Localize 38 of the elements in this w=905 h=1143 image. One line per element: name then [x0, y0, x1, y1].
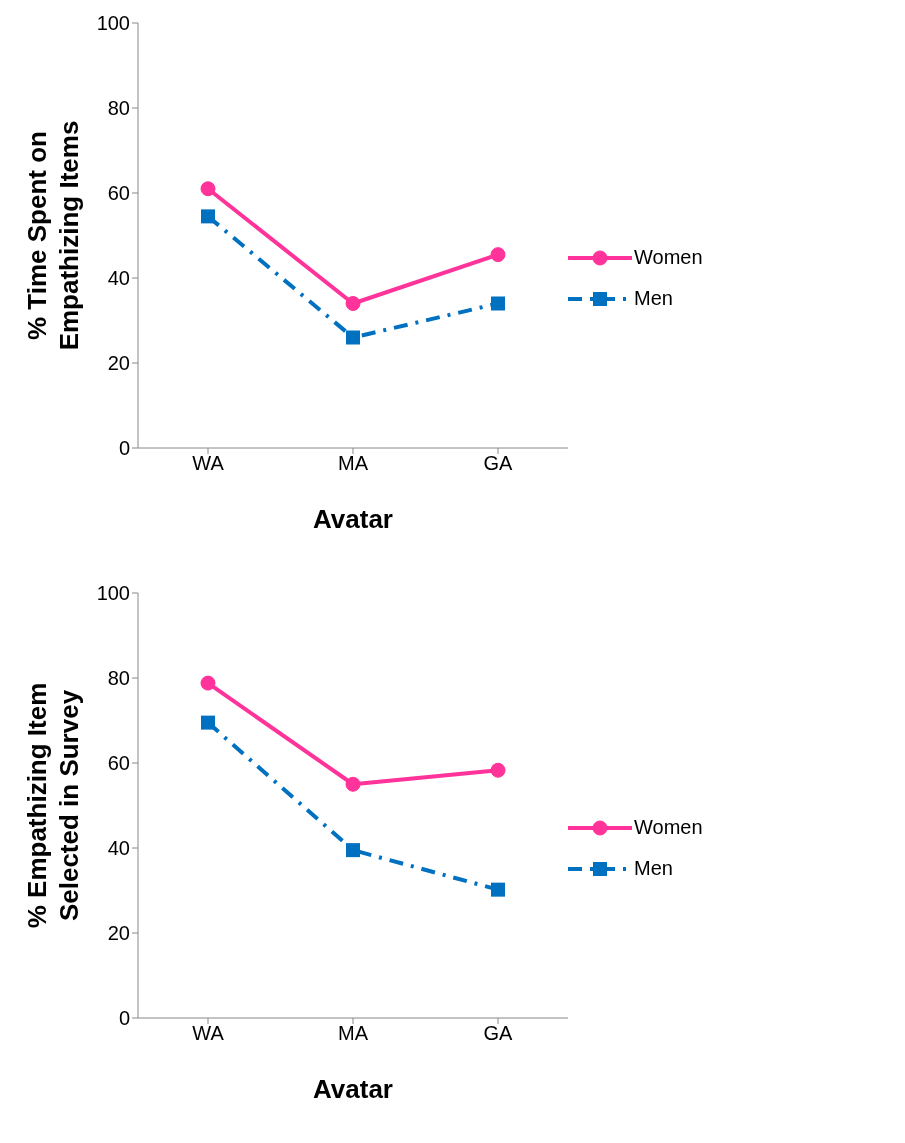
y-tick-label: 80 — [107, 667, 130, 690]
x-axis-title: Avatar — [313, 1074, 393, 1104]
point — [200, 181, 216, 197]
y-tick-label: 0 — [118, 437, 130, 460]
y-tick-label: 40 — [107, 837, 130, 860]
legend-label: Men — [634, 287, 673, 310]
y-tick-label: 20 — [107, 352, 130, 375]
x-tick-label: WA — [192, 452, 225, 475]
x-tick-label: MA — [338, 1022, 369, 1045]
point — [345, 776, 361, 792]
y-tick-label: 80 — [107, 97, 130, 120]
point — [346, 330, 360, 345]
point — [491, 296, 505, 311]
y-tick-label: 40 — [107, 267, 130, 290]
x-tick-label: GA — [483, 452, 514, 475]
x-axis-title: Avatar — [313, 504, 393, 534]
point — [346, 843, 360, 858]
y-tick-label: 60 — [107, 752, 130, 775]
legend-label: Men — [634, 857, 673, 880]
point — [201, 209, 215, 224]
point — [490, 762, 506, 778]
y-tick-label: 100 — [96, 12, 130, 35]
y-tick-label: 60 — [107, 182, 130, 205]
x-tick-label: GA — [483, 1022, 514, 1045]
y-axis-title: % Empathizing Item Selected in Survey — [22, 682, 84, 929]
point — [345, 296, 361, 311]
point — [490, 247, 506, 263]
y-tick-label: 100 — [96, 582, 130, 605]
point — [491, 882, 505, 897]
point — [201, 715, 215, 730]
y-axis-title: % Time Spent on Empathizing Items — [22, 120, 84, 351]
legend-label: Women — [634, 246, 703, 269]
legend-label: Women — [634, 816, 703, 839]
y-tick-label: 0 — [118, 1007, 130, 1030]
point — [200, 675, 216, 691]
y-tick-label: 20 — [107, 922, 130, 945]
x-tick-label: WA — [192, 1022, 225, 1045]
x-tick-label: MA — [338, 452, 369, 475]
